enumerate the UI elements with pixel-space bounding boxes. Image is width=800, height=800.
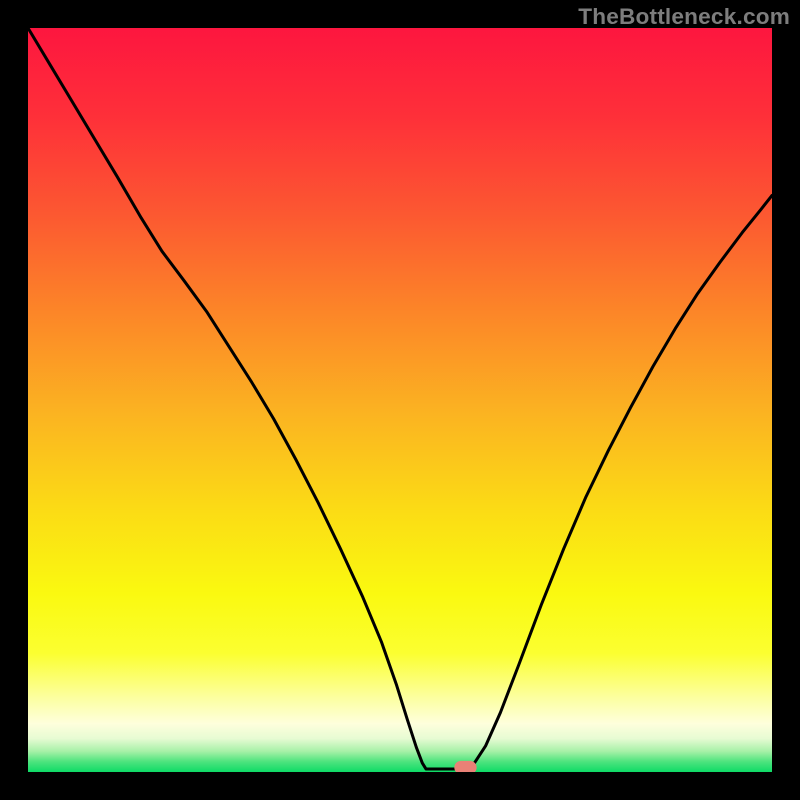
plot-area — [28, 28, 772, 772]
chart-frame: TheBottleneck.com — [0, 0, 800, 800]
optimum-marker — [454, 761, 476, 772]
watermark-text: TheBottleneck.com — [578, 4, 790, 30]
gradient-background — [28, 28, 772, 772]
chart-svg — [28, 28, 772, 772]
